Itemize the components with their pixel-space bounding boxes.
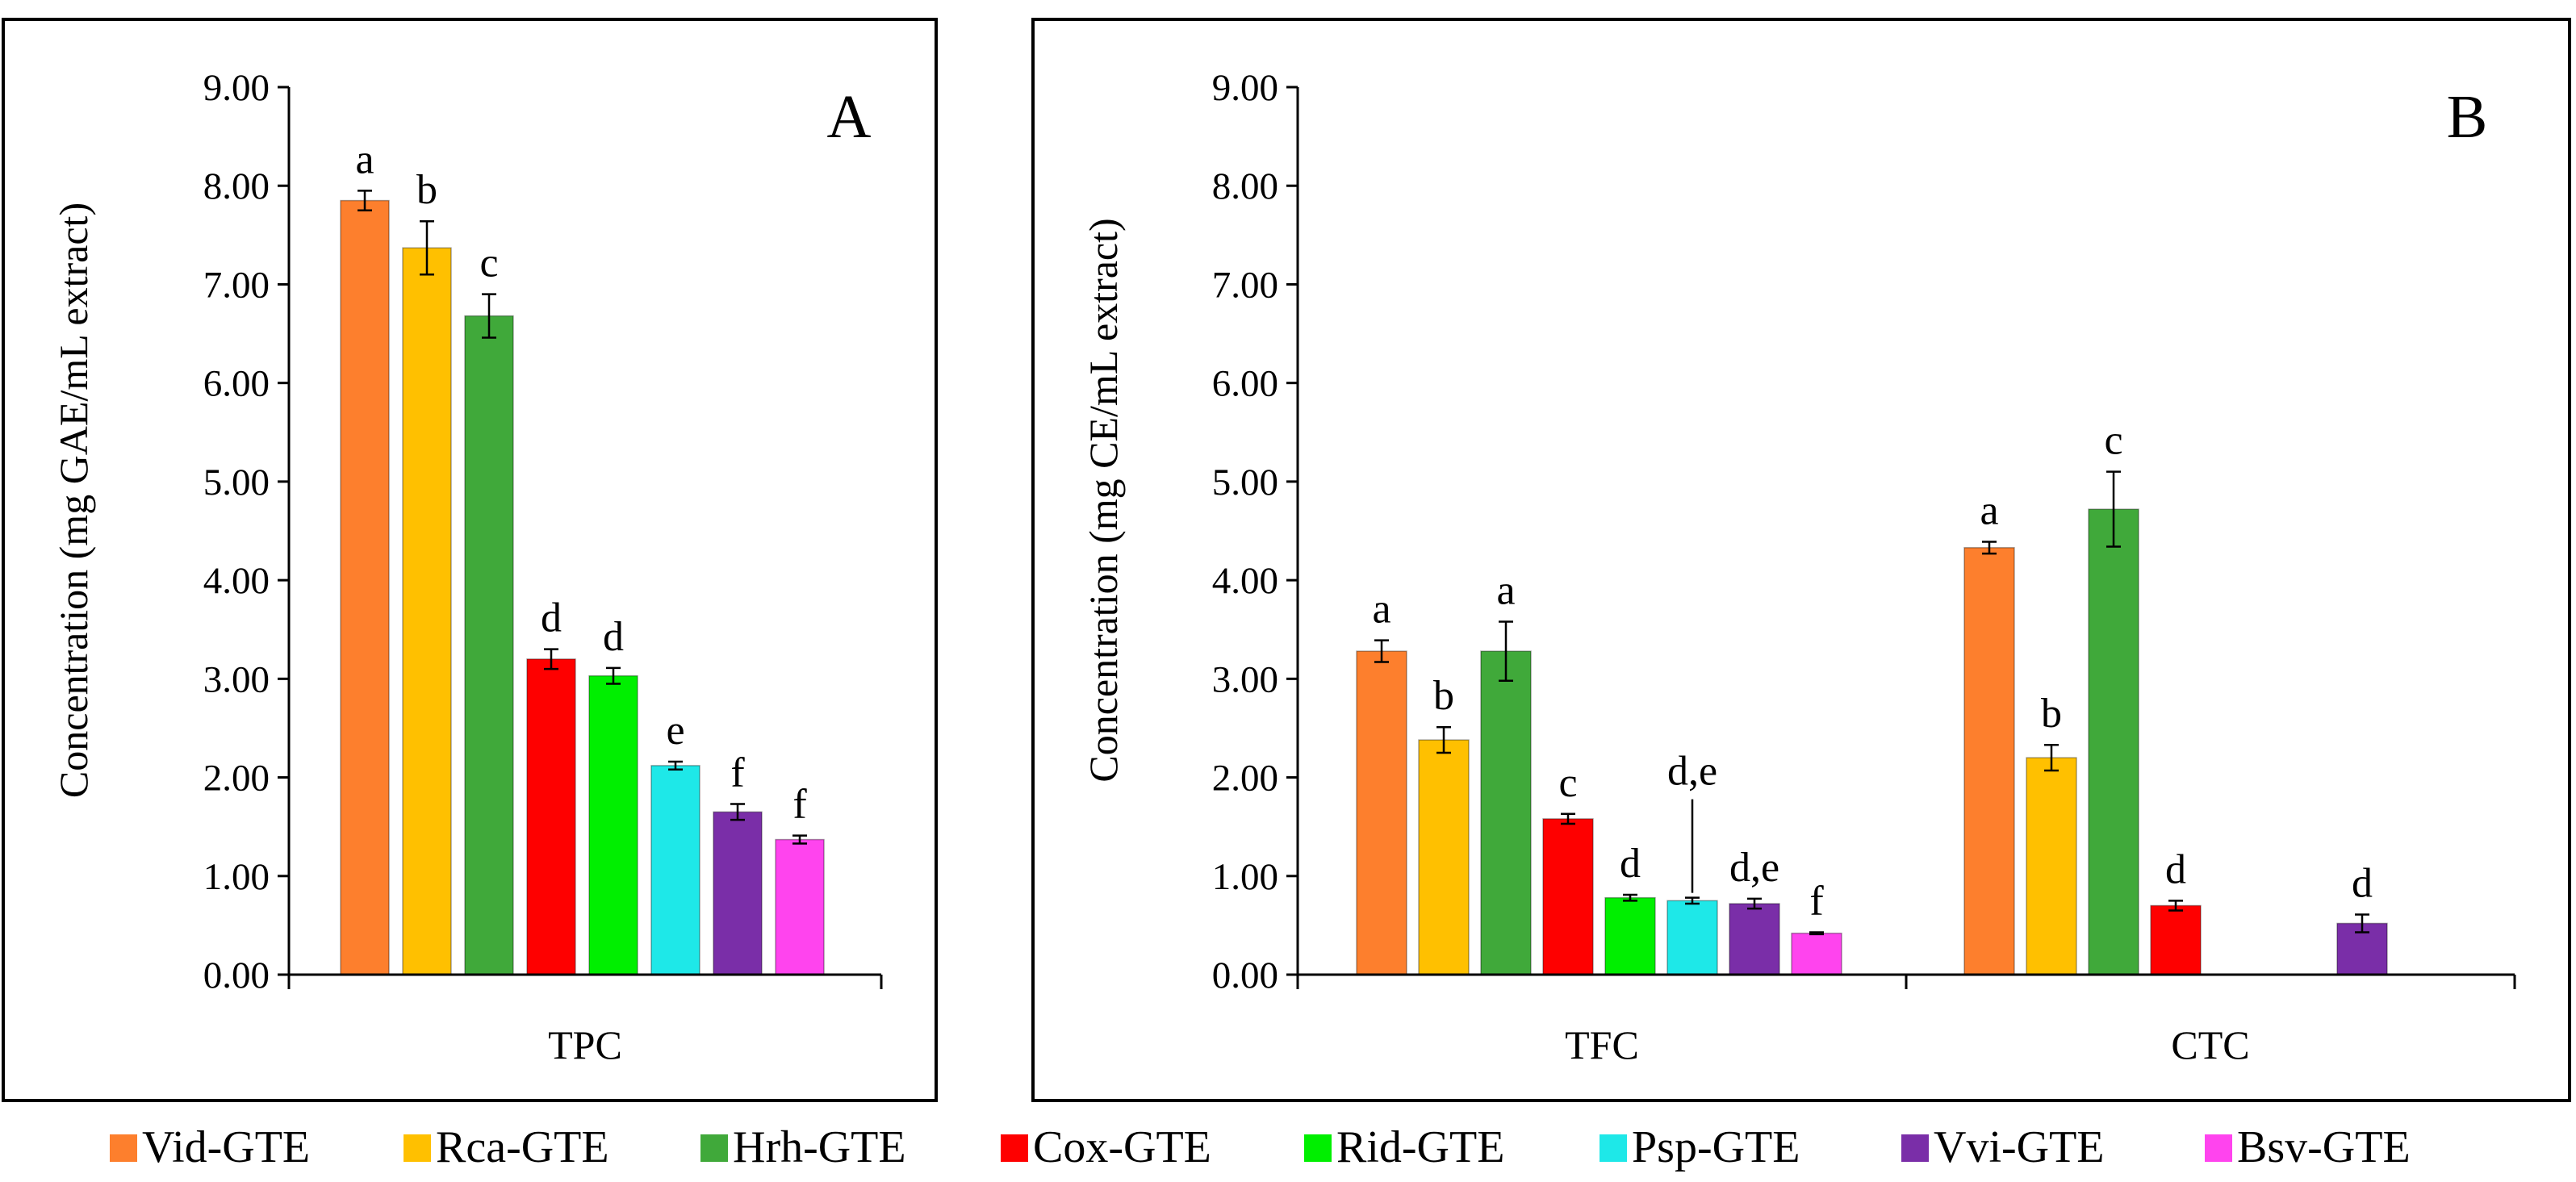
panel-a-y-tick-label: 5.00 — [203, 462, 270, 503]
panel-a-bar-tpc-bsv-gte — [775, 838, 825, 975]
panel-b-category-label-tfc: TFC — [1565, 1022, 1639, 1067]
panel-b-y-tick-label: 3.00 — [1212, 658, 1278, 700]
panel-a-significance-letter: c — [479, 240, 498, 286]
panel-a-plot: 0.00 1.00 2.00 3.00 4.00 5.00 6.00 7.00 8.00 9.00… — [203, 67, 825, 996]
panel-b-significance-letter: b — [1433, 673, 1454, 719]
legend-swatch-rid-gte — [1304, 1134, 1332, 1162]
panel-b-significance-letter: c — [2104, 418, 2122, 464]
panel-a-category-label: TPC — [548, 1022, 622, 1067]
panel-b-significance-letter: d — [1620, 841, 1641, 887]
panel-b-bar-tfc-rca-gte — [1418, 739, 1470, 975]
panel-a-y-tick-label: 6.00 — [203, 363, 270, 405]
panel-a-frame — [2, 18, 938, 1102]
panel-b-plot: 0.00 1.00 2.00 3.00 4.00 5.00 6.00 7.00 8.00 9.00… — [1212, 67, 2388, 996]
panel-a-bar-tpc-hrh-gte — [464, 315, 514, 975]
panel-b-y-tick-label: 0.00 — [1212, 954, 1278, 996]
panel-b-category-label-ctc: CTC — [2171, 1022, 2249, 1067]
legend-swatch-hrh-gte — [700, 1134, 728, 1162]
panel-b-significance-letter: c — [1558, 760, 1577, 806]
panel-a-significance-letter: d — [603, 614, 624, 660]
panel-b-y-tick-label: 7.00 — [1212, 264, 1278, 306]
panel-a-ylabel: Concentration (mg GAE/mL extract) — [51, 203, 96, 798]
panel-b-letter: B — [2447, 83, 2488, 151]
legend-label-vid-gte: Vid-GTE — [142, 1122, 310, 1172]
legend-swatch-vid-gte — [110, 1134, 137, 1162]
panel-b-significance-letter: a — [1496, 567, 1515, 613]
panel-a-letter: A — [827, 83, 872, 151]
panel-a-bar-tpc-rid-gte — [588, 675, 638, 975]
panel-a-y-tick-label: 8.00 — [203, 165, 270, 207]
panel-b-significance-letter: a — [1980, 487, 1998, 533]
panel-b-bar-tfc-vid-gte — [1356, 650, 1407, 975]
panel-b-bar-tfc-psp-gte — [1666, 900, 1718, 975]
legend-swatch-rca-gte — [404, 1134, 431, 1162]
panel-b-significance-letter: d — [2165, 846, 2186, 892]
panel-a-significance-letter: f — [730, 750, 745, 796]
legend-swatch-cox-gte — [1001, 1134, 1028, 1162]
panel-a-bar-tpc-vid-gte — [340, 199, 390, 975]
panel-b-significance-letter: f — [1809, 878, 1824, 924]
legend-swatch-vvi-gte — [1901, 1134, 1929, 1162]
panel-b-bar-tfc-vvi-gte — [1729, 903, 1780, 975]
panel-b-bar-tfc-cox-gte — [1542, 818, 1594, 975]
legend-label-cox-gte: Cox-GTE — [1033, 1122, 1211, 1172]
legend-swatch-psp-gte — [1600, 1134, 1627, 1162]
legend-label-hrh-gte: Hrh-GTE — [733, 1122, 906, 1172]
panel-b-bar-tfc-bsv-gte — [1791, 932, 1842, 975]
panel-b-bar-tfc-hrh-gte — [1480, 650, 1532, 975]
legend-label-rid-gte: Rid-GTE — [1336, 1122, 1504, 1172]
panel-a-y-tick-label: 9.00 — [203, 67, 270, 109]
panel-a-bar-tpc-rca-gte — [402, 247, 452, 975]
panel-a-significance-letter: d — [541, 595, 562, 641]
legend-label-bsv-gte: Bsv-GTE — [2237, 1122, 2411, 1172]
panel-a-bar-tpc-psp-gte — [650, 765, 700, 975]
panel-b-significance-letter: a — [1372, 587, 1390, 633]
panel-b-bar-ctc-vid-gte — [1963, 547, 2015, 975]
panel-b-significance-letter: d — [2352, 860, 2373, 906]
legend-label-psp-gte: Psp-GTE — [1632, 1122, 1800, 1172]
panel-b-significance-letter: d,e — [1729, 845, 1779, 891]
panel-b-ylabel: Concentration (mg CE/mL extract) — [1081, 218, 1126, 782]
panel-a-significance-letter: b — [416, 167, 437, 213]
panel-b-significance-letter: b — [2041, 691, 2062, 737]
panel-b-y-tick-label: 2.00 — [1212, 758, 1278, 800]
panel-a: Concentration (mg GAE/mL extract) A 0.00… — [2, 18, 938, 1102]
panel-b-frame — [1031, 18, 2571, 1102]
panel-b-y-tick-label: 4.00 — [1212, 560, 1278, 602]
panel-b-bar-ctc-cox-gte — [2150, 904, 2202, 975]
panel-a-y-tick-label: 4.00 — [203, 560, 270, 602]
panel-a-y-tick-label: 1.00 — [203, 856, 270, 898]
panel-a-bar-tpc-vvi-gte — [713, 811, 763, 975]
panel-b-y-tick-label: 8.00 — [1212, 165, 1278, 207]
panel-b-bar-tfc-rid-gte — [1604, 896, 1656, 975]
panel-a-bar-tpc-cox-gte — [526, 658, 576, 975]
panel-b-y-tick-label: 1.00 — [1212, 856, 1278, 898]
panel-b-bar-ctc-hrh-gte — [2088, 508, 2139, 975]
panel-b-y-tick-label: 9.00 — [1212, 67, 1278, 109]
legend: Vid-GTE Rca-GTE Hrh-GTE Cox-GTE Rid-GTE Psp-G… — [110, 1122, 2411, 1172]
panel-a-y-tick-label: 7.00 — [203, 264, 270, 306]
panel-a-y-tick-label: 2.00 — [203, 758, 270, 800]
panel-b-y-tick-label: 5.00 — [1212, 462, 1278, 503]
legend-label-vvi-gte: Vvi-GTE — [1934, 1122, 2105, 1172]
panel-a-significance-letter: e — [666, 708, 684, 754]
legend-label-rca-gte: Rca-GTE — [436, 1122, 609, 1172]
panel-a-y-tick-label: 0.00 — [203, 954, 270, 996]
panel-a-significance-letter: f — [792, 782, 807, 828]
panel-b: Concentration (mg CE/mL extract) B 0.00 1… — [1031, 18, 2571, 1102]
panel-b-bar-ctc-rca-gte — [2026, 757, 2077, 975]
panel-a-significance-letter: a — [355, 136, 374, 182]
panel-b-significance-letter: d,e — [1667, 749, 1717, 795]
panel-b-y-tick-label: 6.00 — [1212, 363, 1278, 405]
legend-swatch-bsv-gte — [2205, 1134, 2232, 1162]
panel-a-y-tick-label: 3.00 — [203, 658, 270, 700]
